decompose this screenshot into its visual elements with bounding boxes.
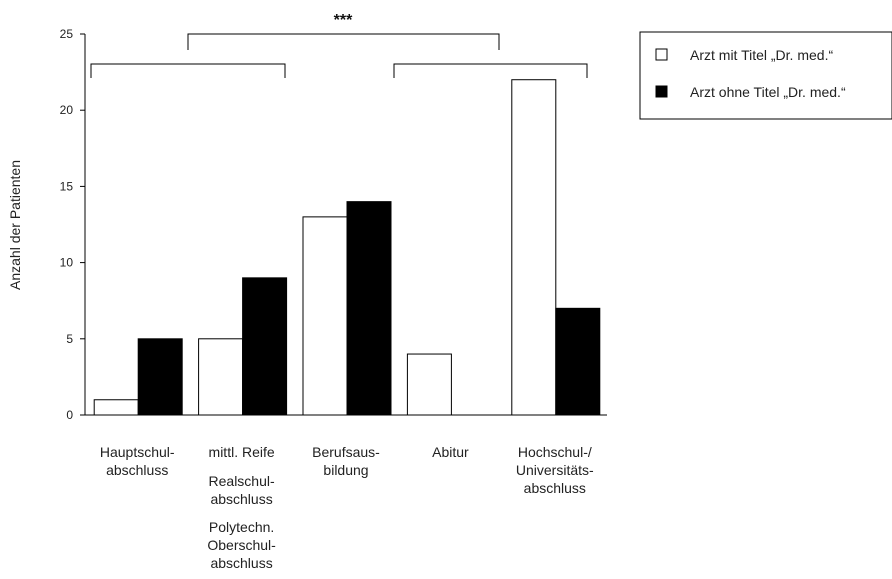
category-label: Berufsaus-bildung bbox=[312, 444, 380, 478]
category-label: Abitur bbox=[432, 444, 469, 460]
category-label-line: abschluss bbox=[210, 555, 272, 571]
category-label: Hochschul-/ Universitäts-abschluss bbox=[516, 444, 594, 496]
category-label-line: Oberschul- bbox=[207, 537, 276, 553]
bar-with-title-3 bbox=[406, 353, 452, 416]
category-label-line: mittl. Reife bbox=[209, 444, 275, 460]
y-tick-label: 5 bbox=[66, 332, 73, 346]
bar-with-title-0 bbox=[93, 399, 139, 416]
bar-without-title-4 bbox=[555, 307, 601, 416]
right-bracket bbox=[393, 63, 588, 78]
category-label-line: Abitur bbox=[432, 444, 469, 460]
legend-label-with-title: Arzt mit Titel „Dr. med.“ bbox=[690, 47, 833, 63]
category-label-line: abschluss bbox=[210, 491, 272, 507]
y-tick-label: 0 bbox=[66, 408, 73, 422]
bars bbox=[93, 79, 601, 416]
left-bracket bbox=[90, 63, 286, 78]
significance-label: *** bbox=[334, 12, 353, 29]
category-label-line: abschluss bbox=[524, 480, 586, 496]
category-label-line: Polytechn. bbox=[209, 519, 274, 535]
y-tick-label: 25 bbox=[60, 27, 74, 41]
bar-without-title-1 bbox=[242, 277, 288, 416]
legend-box bbox=[639, 31, 892, 120]
legend: Arzt mit Titel „Dr. med.“ Arzt ohne Tite… bbox=[639, 31, 892, 120]
category-label-line: abschluss bbox=[106, 462, 168, 478]
top-bracket bbox=[187, 33, 500, 50]
legend-swatch-with-title bbox=[655, 48, 668, 61]
category-label: mittl. Reife Realschul-abschluss Polytechn… bbox=[207, 444, 276, 571]
category-label-line: Realschul- bbox=[209, 473, 275, 489]
category-labels: Hauptschul-abschluss mittl. Reife Realschu… bbox=[100, 444, 594, 571]
bar-with-title-1 bbox=[198, 338, 244, 416]
y-tick-label: 10 bbox=[60, 256, 74, 270]
category-label-line: Universitäts- bbox=[516, 462, 594, 478]
bar-with-title-4 bbox=[511, 79, 557, 416]
y-axis-label: Anzahl der Patienten bbox=[7, 160, 23, 290]
bar-without-title-2 bbox=[346, 201, 392, 416]
legend-swatch-without-title bbox=[655, 85, 668, 98]
bar-without-title-0 bbox=[137, 338, 183, 416]
category-label-line: Berufsaus- bbox=[312, 444, 380, 460]
y-tick-label: 20 bbox=[60, 103, 74, 117]
significance-brackets: *** bbox=[90, 12, 588, 78]
category-label-line: bildung bbox=[323, 462, 368, 478]
category-label: Hauptschul-abschluss bbox=[100, 444, 175, 478]
category-label-line: Hochschul-/ bbox=[518, 444, 592, 460]
legend-label-without-title: Arzt ohne Titel „Dr. med.“ bbox=[690, 84, 846, 100]
bar-with-title-2 bbox=[302, 216, 348, 416]
y-tick-label: 15 bbox=[60, 179, 74, 193]
category-label-line: Hauptschul- bbox=[100, 444, 175, 460]
